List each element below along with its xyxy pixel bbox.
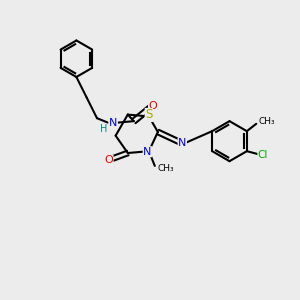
Text: N: N [143, 147, 152, 157]
Text: N: N [178, 138, 187, 148]
Text: O: O [148, 101, 157, 111]
Text: N: N [109, 118, 117, 128]
Text: Cl: Cl [258, 150, 268, 160]
Text: CH₃: CH₃ [258, 117, 275, 126]
Text: S: S [145, 109, 153, 122]
Text: H: H [100, 124, 107, 134]
Text: CH₃: CH₃ [157, 164, 174, 173]
Text: O: O [104, 155, 113, 165]
